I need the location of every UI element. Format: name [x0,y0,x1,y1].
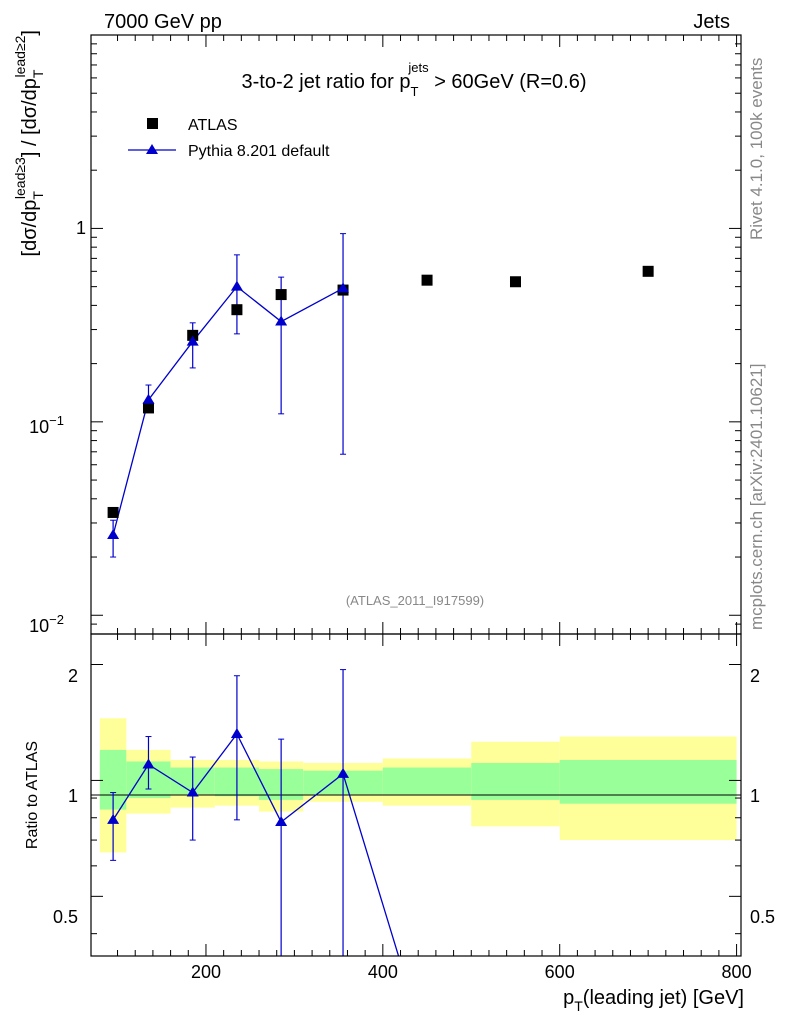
ratio-panel-ticks [91,634,741,956]
atlas-point [642,265,654,277]
side-text-bottom: mcplots.cern.ch [arXiv:2401.10621] [747,364,766,630]
atlas-point [142,402,154,414]
atlas-point [107,506,119,518]
pythia-point [186,335,199,346]
ratio-pythia-point [275,815,288,826]
ratio-y-axis-label: Ratio to ATLAS [24,741,41,849]
pythia-point [230,280,243,291]
ratio-tick-label-1-right: 1 [750,786,760,806]
pythia-line [112,285,344,536]
ratio-bands [99,718,737,853]
legend-atlas-marker [147,118,158,129]
analysis-id: (ATLAS_2011_I917599) [346,593,484,608]
atlas-point [421,274,433,286]
main-panel-data [107,233,654,558]
y-axis-label: [dσ/dpTlead≥3] / [dσ/dpTlead≥2] [12,30,46,256]
ratio-band-inner [382,767,472,795]
header-right: Jets [693,11,730,33]
ratio-tick-label-2-left: 2 [68,666,78,686]
ratio-panel-frame [90,633,742,957]
ratio-tick-label-2-right: 2 [750,666,760,686]
pythia-point [107,528,120,539]
y-tick-label-1: 1 [76,218,86,238]
side-text-top: Rivet 4.1.0, 100k events [747,58,766,240]
ratio-tick-label-05-left: 0.5 [53,907,78,927]
atlas-point [231,304,243,316]
ratio-pythia-point [142,758,155,769]
header-left: 7000 GeV pp [104,11,222,33]
atlas-point [275,289,287,301]
chart-title: 3-to-2 jet ratio for pTjets > 60GeV (R=0… [241,60,586,99]
ratio-pythia-point [337,767,350,778]
y-tick-label-10-2: 10−2 [29,612,64,636]
x-tick-label: 200 [191,962,221,982]
legend-pythia-label: Pythia 8.201 default [188,143,330,160]
legend-atlas-label: ATLAS [188,117,238,134]
ratio-tick-label-05-right: 0.5 [750,907,775,927]
ratio-pythia-point [186,786,199,797]
atlas-point [187,329,199,341]
x-tick-labels: 200 400 600 800 [191,962,752,982]
ratio-band-inner [559,759,737,804]
atlas-point [509,276,521,288]
pythia-point [275,315,288,326]
x-tick-label: 800 [722,962,752,982]
x-tick-label: 600 [545,962,575,982]
x-axis-label: pT(leading jet) [GeV] [563,987,744,1014]
pythia-point [337,282,350,293]
ratio-pythia-point [230,727,243,738]
x-tick-label: 400 [368,962,398,982]
pythia-point [142,393,155,404]
y-tick-label-10-1: 10−1 [29,413,64,437]
ratio-band-inner [471,762,560,800]
ratio-pythia-point [107,813,120,824]
ratio-panel-data [107,669,400,956]
legend-pythia-marker [146,144,158,154]
ratio-tick-label-1-left: 1 [68,786,78,806]
ratio-clip-group [107,669,400,956]
